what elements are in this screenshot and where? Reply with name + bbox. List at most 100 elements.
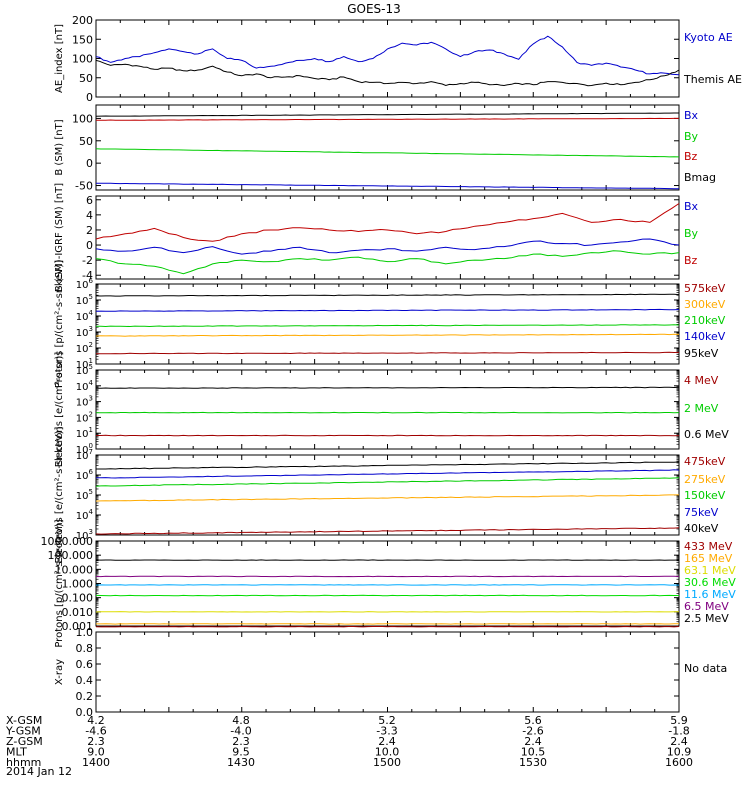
plot-title: GOES-13 (347, 2, 401, 16)
y-tick-label: 107 (76, 448, 93, 462)
ephemeris-label: X-GSM (6, 714, 42, 727)
date-label: 2014 Jan 12 (6, 765, 72, 778)
series-line-by (95, 148, 680, 158)
legend-entry: 6.5 MeV (684, 600, 729, 613)
y-tick-label: 102 (76, 341, 93, 355)
legend-entry: Themis AE (683, 73, 742, 86)
ephemeris-label: MLT (6, 746, 27, 759)
legend-entry: By (684, 130, 699, 143)
y-tick-label: 1.000 (62, 578, 94, 591)
y-tick-label: 0 (86, 239, 93, 252)
no-data-note: No data (684, 662, 727, 675)
legend-entry: 433 MeV (684, 540, 733, 553)
panel-8: 0.0 0.2 0.4 0.6 0.8 1.0 X-ray No data (54, 626, 727, 719)
series-line-75kev (95, 469, 680, 479)
series-line-150kev (95, 477, 680, 487)
y-tick-label: 4 (86, 209, 93, 222)
series-line-bx (95, 182, 679, 190)
series-line-40kev (96, 461, 680, 470)
y-tick-label: 100 (72, 112, 93, 125)
series-line-30.6-mev (95, 594, 679, 597)
ephemeris-value: 10.0 (375, 746, 400, 759)
legend-entry: 4 MeV (684, 374, 719, 387)
ephemeris-value: 1500 (373, 756, 401, 769)
legend-entry: 2 MeV (684, 402, 719, 415)
y-tick-label: -50 (75, 180, 93, 193)
y-tick-label: 0.0 (76, 706, 94, 719)
panel-frame (95, 369, 680, 450)
legend-entry: 300keV (684, 298, 726, 311)
y-tick-label: 103 (76, 325, 93, 339)
legend-entry: 63.1 MeV (684, 564, 736, 577)
y-axis-label: B (SM) [nT] (54, 119, 65, 175)
y-tick-label: 103 (76, 395, 93, 409)
y-axis-label: X-ray (54, 659, 65, 685)
y-tick-label: 100.000 (48, 549, 94, 562)
panel-3: -4 -2 0 2 4 6 B (SM)-IGRF (SM) [nT] Bx By Bz (54, 183, 699, 292)
ephemeris-value: -4.6 (85, 725, 106, 738)
panel-frame (95, 540, 680, 627)
y-tick-label: 200 (72, 14, 93, 27)
ephemeris-value: -2.6 (522, 725, 543, 738)
y-tick-label: 104 (76, 379, 94, 393)
ephemeris-footer: X-GSM 4.2 4.8 5.2 5.6 5.9 Y-GSM -4.6 -4.0 -3.3 -2.… (5, 714, 693, 769)
y-tick-label: 6 (86, 194, 93, 207)
legend-entry: Bx (684, 109, 699, 122)
ephemeris-value: 10.5 (521, 746, 546, 759)
series-line-bz (95, 117, 679, 121)
series-line-bz (95, 203, 680, 242)
legend-entry: Kyoto AE (684, 31, 733, 44)
y-tick-label: 106 (76, 468, 94, 482)
y-tick-label: 101 (76, 426, 93, 440)
y-tick-label: 105 (76, 488, 93, 502)
legend-entry: 140keV (684, 330, 726, 343)
y-axis-label: B (SM)-IGRF (SM) [nT] (54, 183, 65, 292)
y-tick-label: 150 (72, 33, 93, 46)
y-tick-label: 105 (76, 293, 93, 307)
y-tick-label: 0.010 (62, 606, 94, 619)
legend-entry: 150keV (684, 489, 726, 502)
series-line-by (95, 250, 680, 275)
ephemeris-value: 2.3 (87, 735, 105, 748)
y-tick-label: 104 (76, 309, 94, 323)
ephemeris-value: 10.9 (667, 746, 692, 759)
ephemeris-value: 4.2 (87, 714, 105, 727)
series-line-4-mev (96, 434, 680, 437)
panel-frame (95, 454, 680, 536)
y-tick-label: 0.2 (76, 690, 94, 703)
legend-entry: Bz (684, 150, 698, 163)
series-line-575kev (96, 351, 680, 355)
series-line-kyoto-ae (95, 35, 680, 76)
legend-entry: Bx (684, 200, 699, 213)
y-tick-label: 100 (72, 53, 93, 66)
series-line-themis-ae (95, 59, 680, 87)
legend-entry: By (684, 227, 699, 240)
y-tick-label: 0.100 (62, 592, 94, 605)
ephemeris-value: 1400 (82, 756, 110, 769)
y-tick-label: 105 (76, 363, 93, 377)
series-line-275kev (95, 494, 679, 502)
y-tick-label: 2 (86, 224, 93, 237)
panel-2: -50 0 50 100 B (SM) [nT] Bx By Bz Bmag (54, 104, 716, 193)
series-line-300kev (95, 333, 680, 337)
legend-entry: 0.6 MeV (684, 428, 729, 441)
series-line-bmag (95, 112, 679, 117)
legend-entry: 40keV (684, 522, 719, 535)
ephemeris-value: 9.0 (87, 746, 105, 759)
legend-entry: 475keV (684, 455, 726, 468)
panel-frame (95, 104, 680, 191)
ephemeris-value: 1600 (665, 756, 693, 769)
y-tick-label: 102 (76, 410, 93, 424)
legend-entry: 2.5 MeV (684, 612, 729, 625)
y-tick-label: 10.000 (55, 563, 94, 576)
ephemeris-value: 2.4 (670, 735, 688, 748)
y-axis-label: Protons [p/(cm²-s-sr-keV)] (54, 519, 65, 647)
series-line-140kev (95, 308, 680, 312)
y-tick-label: 50 (79, 72, 93, 85)
series-line-475kev (95, 527, 680, 535)
ephemeris-value: -1.8 (668, 725, 689, 738)
